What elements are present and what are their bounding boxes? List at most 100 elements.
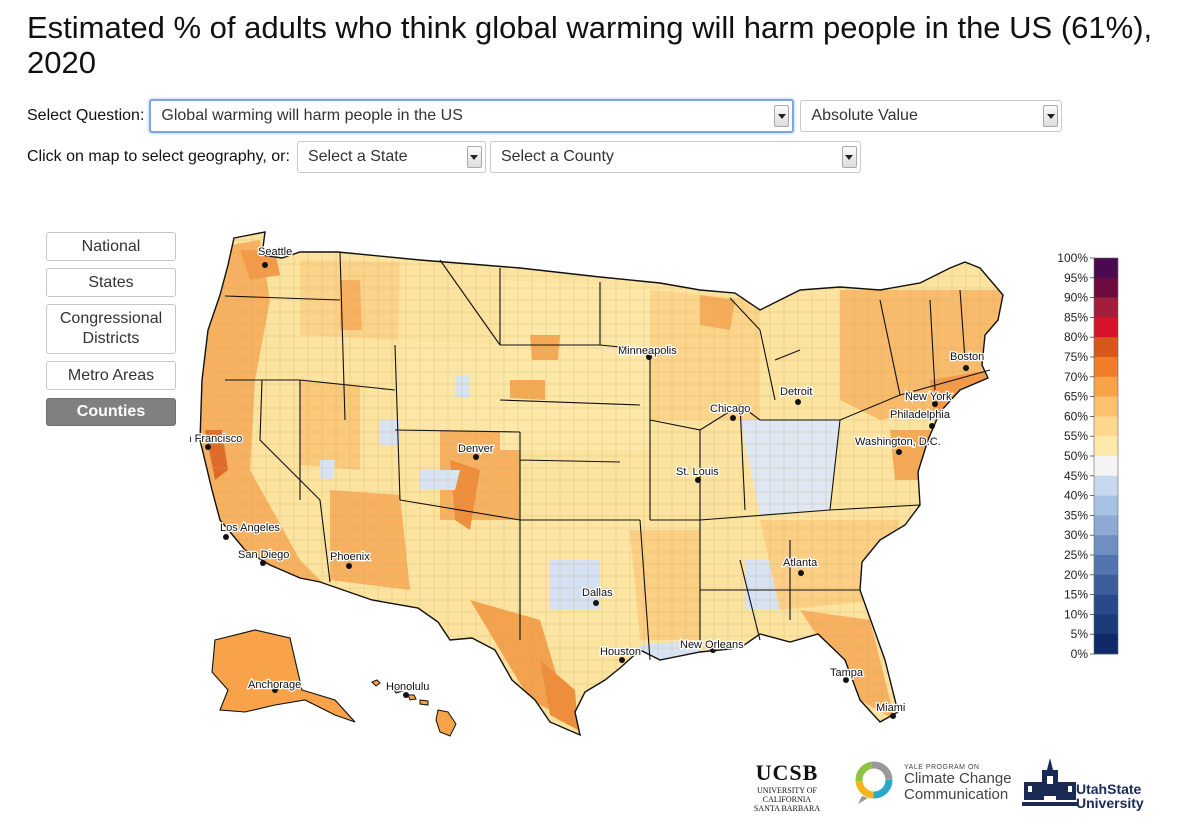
city-label: Anchorage bbox=[248, 679, 301, 691]
legend-tick-label: 30% bbox=[1064, 528, 1088, 542]
geo-button-states[interactable]: States bbox=[46, 268, 176, 297]
county-select[interactable]: Select a County bbox=[489, 141, 861, 173]
city-marker bbox=[619, 657, 625, 663]
legend-tick-label: 95% bbox=[1064, 271, 1088, 285]
yale-ring-icon bbox=[855, 761, 893, 804]
city-label: St. Louis bbox=[676, 466, 719, 478]
city-label: San Francisco bbox=[190, 433, 242, 445]
city-label: San Diego bbox=[238, 549, 289, 561]
legend-tick-label: 60% bbox=[1064, 409, 1088, 423]
legend-color-band bbox=[1094, 574, 1118, 595]
legend-color-band bbox=[1094, 594, 1118, 615]
legend-tick-label: 0% bbox=[1071, 647, 1089, 660]
city-marker bbox=[695, 477, 701, 483]
county-choropleth bbox=[200, 232, 1003, 735]
state-select[interactable]: Select a State bbox=[296, 141, 486, 173]
us-county-map[interactable]: Seattle San Francisco Los Angeles San Diego… bbox=[190, 225, 1020, 755]
city-label: Minneapolis bbox=[618, 345, 677, 357]
city-layer: Seattle San Francisco Los Angeles San Diego… bbox=[190, 245, 986, 719]
legend-tick-label: 25% bbox=[1064, 548, 1088, 562]
legend-color-band bbox=[1094, 297, 1118, 318]
yale-logo: YALE PROGRAM ON Climate Change Communica… bbox=[852, 758, 1022, 808]
geo-row: Click on map to select geography, or: Se… bbox=[27, 141, 861, 173]
city-label: Phoenix bbox=[330, 551, 370, 563]
geo-button-congressional-districts[interactable]: Congressional Districts bbox=[46, 304, 176, 354]
ucsb-logo: UCSB UNIVERSITY OF CALIFORNIA SANTA BARB… bbox=[732, 760, 842, 813]
city-label: Tampa bbox=[830, 667, 864, 679]
mode-select-arrow-icon bbox=[1043, 105, 1059, 127]
county-select-arrow-icon bbox=[841, 146, 857, 168]
yale-logo-line1: Climate Change bbox=[904, 770, 1012, 787]
alaska-shape bbox=[211, 629, 356, 723]
city-label: Washington, D.C. bbox=[855, 436, 941, 448]
city-label: Dallas bbox=[582, 587, 613, 599]
legend-color-band bbox=[1094, 317, 1118, 338]
city-label: Chicago bbox=[710, 403, 750, 415]
city-marker bbox=[798, 570, 804, 576]
city-label: Houston bbox=[600, 646, 641, 658]
legend-tick-label: 20% bbox=[1064, 568, 1088, 582]
city-marker bbox=[929, 423, 935, 429]
legend-tick-label: 70% bbox=[1064, 370, 1088, 384]
legend-color-band bbox=[1094, 416, 1118, 437]
city-marker bbox=[593, 600, 599, 606]
city-marker bbox=[223, 534, 229, 540]
geo-button-counties[interactable]: Counties bbox=[46, 398, 176, 426]
city-marker bbox=[262, 262, 268, 268]
city-marker bbox=[730, 415, 736, 421]
hawaii-shape bbox=[371, 679, 457, 737]
legend-color-band bbox=[1094, 436, 1118, 457]
legend-tick-label: 55% bbox=[1064, 429, 1088, 443]
city-marker bbox=[646, 354, 652, 360]
city-marker bbox=[260, 560, 266, 566]
legend-color-band bbox=[1094, 614, 1118, 635]
mode-select-value: Absolute Value bbox=[811, 107, 918, 124]
legend-tick-label: 80% bbox=[1064, 330, 1088, 344]
yale-logo-top: YALE PROGRAM ON bbox=[904, 764, 980, 771]
legend-tick-label: 90% bbox=[1064, 291, 1088, 305]
legend-color-band bbox=[1094, 357, 1118, 378]
legend-tick-label: 35% bbox=[1064, 508, 1088, 522]
city-marker bbox=[403, 692, 409, 698]
city-label: Philadelphia bbox=[890, 409, 951, 421]
legend-color-band bbox=[1094, 376, 1118, 397]
city-marker bbox=[205, 444, 211, 450]
question-select-arrow-icon bbox=[774, 105, 790, 127]
legend-color-band bbox=[1094, 258, 1118, 279]
city-marker bbox=[473, 454, 479, 460]
city-marker bbox=[710, 647, 716, 653]
city-label: New York bbox=[905, 391, 952, 403]
color-legend: 100% 95% 90% 85% 80% 75% 70% 65% 60% 55% 50% 45% 40%… bbox=[1057, 251, 1119, 660]
legend-color-band bbox=[1094, 475, 1118, 496]
legend-color-band bbox=[1094, 634, 1118, 655]
legend-color-band bbox=[1094, 495, 1118, 516]
city-label: New Orleans bbox=[680, 639, 744, 651]
page-title: Estimated % of adults who think global w… bbox=[27, 10, 1153, 80]
city-marker bbox=[896, 449, 902, 455]
question-select[interactable]: Global warming will harm people in the U… bbox=[149, 99, 795, 133]
mode-select[interactable]: Absolute Value bbox=[800, 100, 1063, 132]
city-label: Denver bbox=[458, 443, 494, 455]
question-row: Select Question: Global warming will har… bbox=[27, 99, 1063, 133]
ucsb-logo-sub1: UNIVERSITY OF CALIFORNIA bbox=[757, 786, 817, 804]
legend-tick-label: 50% bbox=[1064, 449, 1088, 463]
city-label: Miami bbox=[876, 702, 905, 714]
city-label: Atlanta bbox=[783, 557, 818, 569]
yale-logo-line2: Communication bbox=[904, 786, 1009, 803]
geo-button-metro-areas[interactable]: Metro Areas bbox=[46, 361, 176, 390]
legend-tick-label: 10% bbox=[1064, 607, 1088, 621]
legend-tick-label: 75% bbox=[1064, 350, 1088, 364]
legend-tick-label: 40% bbox=[1064, 489, 1088, 503]
legend-tick-label: 65% bbox=[1064, 390, 1088, 404]
geo-label: Click on map to select geography, or: bbox=[27, 148, 290, 165]
geo-button-national[interactable]: National bbox=[46, 232, 176, 261]
state-boundaries bbox=[199, 231, 1004, 736]
city-label: Los Angeles bbox=[220, 522, 280, 534]
ucsb-logo-main: UCSB bbox=[755, 760, 819, 785]
city-marker bbox=[843, 677, 849, 683]
state-select-value: Select a State bbox=[307, 148, 408, 165]
city-label: Seattle bbox=[258, 246, 292, 258]
legend-tick-label: 85% bbox=[1064, 310, 1088, 324]
legend-color-band bbox=[1094, 396, 1118, 417]
legend-tick-label: 15% bbox=[1064, 588, 1088, 602]
